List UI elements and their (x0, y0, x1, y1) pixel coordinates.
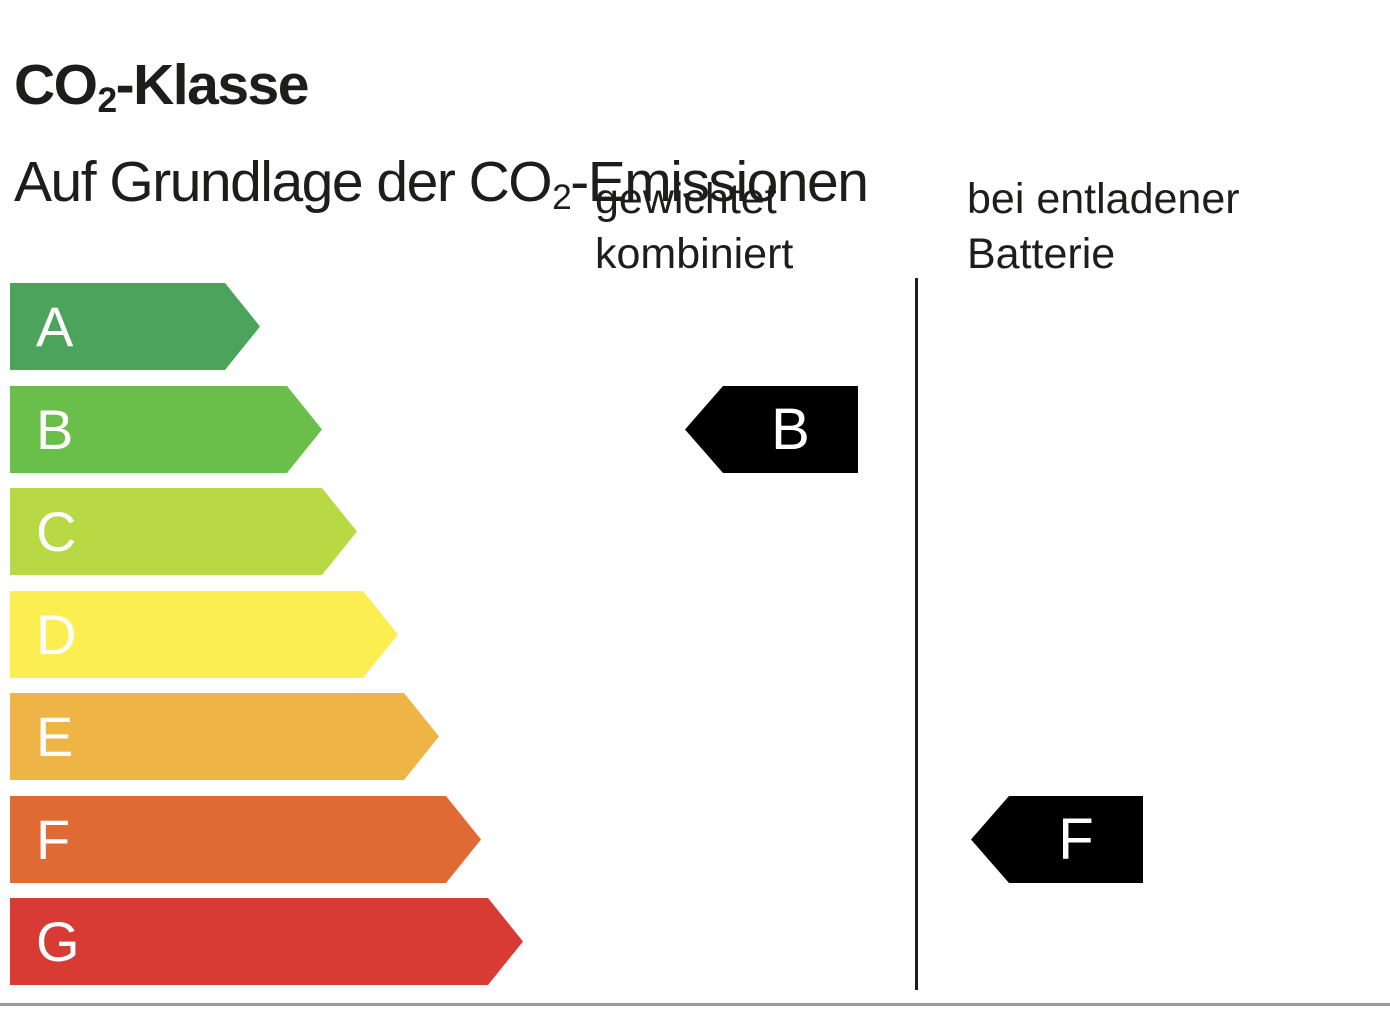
column-header-line1: bei entladener (967, 175, 1240, 223)
subtitle-text: Auf Grundlage der CO (14, 150, 553, 214)
class-arrow-f: F (10, 796, 481, 883)
rating-letter-weighted: B (771, 396, 810, 462)
class-letter-g: G (36, 909, 80, 973)
subtitle-subscript: 2 (552, 177, 572, 217)
class-letter-a: A (36, 294, 74, 358)
class-letter-b: B (36, 397, 74, 461)
title-text: CO (14, 53, 98, 118)
class-arrow-g: G (10, 898, 523, 985)
class-letter-c: C (36, 499, 77, 563)
column-header-weighted-combined: gewichtet kombiniert (595, 172, 793, 282)
title-text-suffix: -Klasse (115, 53, 310, 118)
subtitle-text-suffix: -Emissionen (570, 150, 869, 214)
class-arrow-e: E (10, 693, 439, 780)
column-header-battery-depleted: bei entladener Batterie (967, 172, 1240, 282)
rating-badge-battery-depleted: F (971, 796, 1143, 883)
class-arrow-d: D (10, 591, 398, 678)
title-subscript: 2 (97, 80, 118, 120)
bottom-divider-rule (0, 1003, 1390, 1006)
column-divider-line (915, 278, 918, 990)
column-header-line2: Batterie (967, 230, 1116, 278)
column-header-line1: gewichtet (595, 175, 777, 223)
class-arrow-c: C (10, 488, 357, 575)
page-title: CO2-Klasse (14, 52, 310, 120)
subtitle: Auf Grundlage der CO2-Emissionen (14, 149, 869, 217)
column-header-line2: kombiniert (595, 230, 794, 278)
rating-letter-battery: F (1058, 806, 1094, 872)
class-letter-d: D (36, 602, 77, 666)
class-arrow-b: B (10, 386, 322, 473)
class-letter-e: E (36, 704, 74, 768)
class-arrow-a: A (10, 283, 260, 370)
rating-badge-weighted-combined: B (685, 386, 858, 473)
class-letter-f: F (36, 807, 71, 871)
